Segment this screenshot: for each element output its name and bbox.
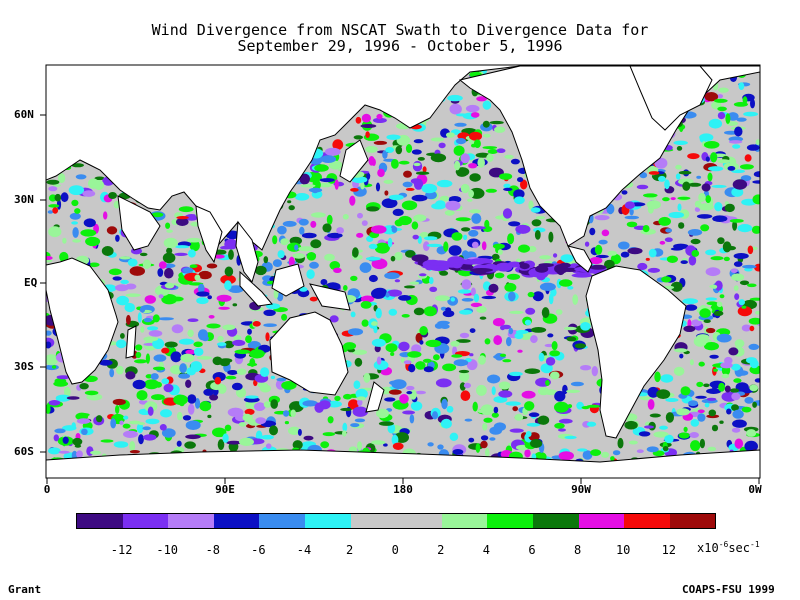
greenland-landmass: [629, 65, 713, 131]
color-swatch: [396, 514, 442, 528]
organization-credit: COAPS-FSU 1999: [682, 583, 775, 596]
color-swatch: [532, 514, 579, 528]
color-swatch: [168, 514, 214, 528]
land-masses: [46, 65, 760, 478]
antarctica-landmass: [46, 449, 760, 478]
color-scale-tick-label: 8: [573, 543, 582, 557]
color-scale-tick-label: 2: [345, 543, 354, 557]
india-landmass: [195, 205, 223, 264]
new-zealand-island: [365, 381, 385, 413]
lon-label-90w: 90W: [571, 483, 591, 496]
units-label: x10-6sec-1: [697, 540, 760, 555]
color-swatch: [669, 514, 716, 528]
color-swatch: [624, 514, 670, 528]
borneo-island: [271, 263, 305, 297]
lat-label-60n: 60N: [14, 108, 34, 121]
author-credit: Grant: [8, 583, 42, 596]
color-swatch: [213, 514, 260, 528]
axis-ticks: [40, 114, 760, 484]
color-scale-tick-label: -10: [156, 543, 179, 557]
central-america-landmass: [567, 245, 593, 273]
color-scale-bar: [76, 513, 717, 529]
color-swatch: [350, 514, 397, 528]
map-title-line-1: Wind Divergence from NSCAT Swath to Dive…: [151, 21, 649, 39]
color-scale-tick-label: -6: [251, 543, 266, 557]
lon-label-90e: 90E: [215, 483, 235, 496]
color-scale-tick-label: 2: [437, 543, 445, 557]
lon-label-0w: 0W: [748, 483, 762, 496]
lat-label-30n: 30N: [14, 193, 34, 206]
color-scale-tick-label: 6: [528, 543, 536, 557]
lon-label-180: 180: [393, 483, 413, 496]
se-asia-landmass: [235, 220, 259, 284]
australia-landmass: [269, 311, 349, 396]
lat-label-60s: 60S: [14, 445, 34, 458]
color-swatch: [578, 514, 625, 528]
africa-landmass: [46, 257, 119, 385]
color-swatch: [487, 514, 533, 528]
color-scale-tick-label: 12: [661, 543, 677, 557]
color-scale-tick-label: -8: [205, 543, 221, 557]
color-scale-tick-label: 10: [615, 543, 631, 557]
color-swatch: [441, 514, 488, 528]
arabia-landmass: [117, 195, 161, 251]
color-scale-tick-label: -12: [110, 543, 133, 557]
lat-label-30s: 30S: [14, 360, 34, 373]
sumatra-island: [239, 270, 273, 307]
color-scale-tick-label: -4: [296, 543, 312, 557]
color-scale-tick-label: 4: [482, 543, 491, 557]
lon-label-0: 0: [43, 483, 51, 496]
new-guinea-island: [309, 283, 351, 311]
color-swatch: [77, 514, 123, 528]
south-america-landmass: [585, 265, 687, 439]
color-swatch: [259, 514, 305, 528]
madagascar-island: [125, 325, 137, 359]
color-swatch: [122, 514, 169, 528]
map-title-line-2: September 29, 1996 - October 5, 1996: [237, 37, 563, 55]
color-swatch: [304, 514, 351, 528]
lat-label-eq: EQ: [24, 276, 38, 289]
japan-island: [339, 139, 369, 183]
color-scale-tick-label: 0: [391, 543, 399, 557]
